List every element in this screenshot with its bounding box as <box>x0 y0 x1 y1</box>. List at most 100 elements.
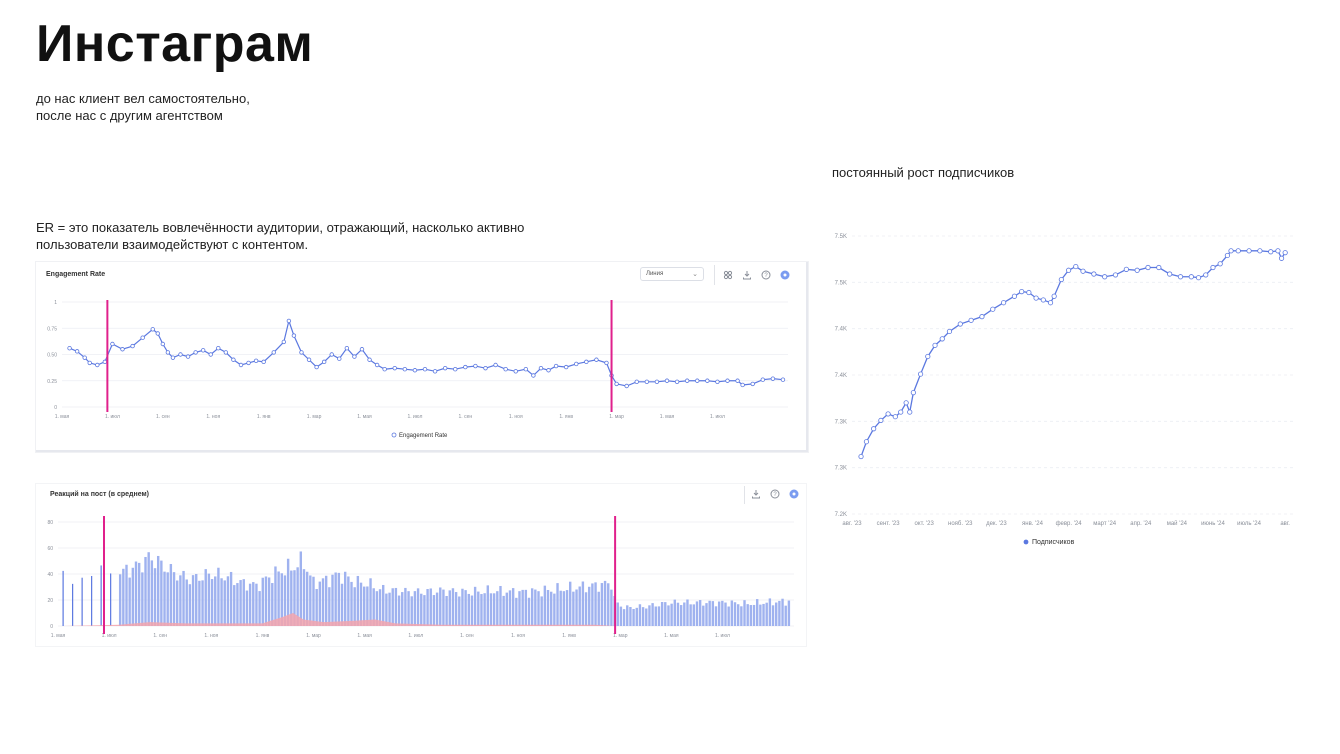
reaction-bar <box>496 591 499 626</box>
reaction-bar <box>607 583 610 626</box>
subscribers-point <box>932 342 938 348</box>
engagement-rate-point <box>82 355 87 360</box>
reaction-bar <box>388 592 391 626</box>
y-tick-label: 0 <box>50 624 53 630</box>
help-icon[interactable]: ? <box>769 488 780 499</box>
engagement-rate-point <box>770 376 776 381</box>
subscribers-point <box>907 409 913 415</box>
engagement-rate-point <box>306 357 312 362</box>
reaction-bar <box>740 606 743 626</box>
engagement-rate-point <box>493 362 498 368</box>
subscribers-point <box>1167 271 1173 277</box>
reaction-bar <box>461 588 464 626</box>
reaction-bar <box>397 595 401 626</box>
engagement-rate-point <box>102 359 108 365</box>
engagement-rate-point <box>644 379 650 384</box>
engagement-rate-point <box>780 377 786 382</box>
reaction-bar <box>141 572 144 626</box>
engagement-rate-point <box>231 357 236 362</box>
reaction-bar <box>588 586 591 626</box>
page-title: Инстаграм <box>36 15 314 73</box>
reaction-bar <box>651 603 654 626</box>
reaction-bar <box>166 572 169 626</box>
engagement-rate-point <box>546 368 551 373</box>
engagement-rate-point <box>750 381 755 387</box>
settings-icon[interactable] <box>788 488 799 499</box>
x-tick-label: 1. ноя <box>511 633 525 639</box>
reaction-bar <box>207 573 211 626</box>
engagement-rate-point <box>382 366 387 372</box>
engagement-rate-point <box>155 331 160 336</box>
reaction-bar <box>534 589 537 626</box>
x-tick-label: март '24 <box>1093 521 1117 527</box>
reaction-bar <box>137 562 141 626</box>
engagement-rate-point <box>531 373 536 378</box>
reaction-bar <box>429 588 432 626</box>
x-tick-label: 1. янв <box>559 414 573 420</box>
reaction-bar <box>372 588 375 626</box>
reaction-bar <box>160 560 163 626</box>
reaction-bar <box>255 583 258 626</box>
reaction-bar <box>492 593 496 626</box>
reaction-bar <box>616 602 619 626</box>
er-definition: ER = это показатель вовлечённости аудито… <box>36 219 556 253</box>
x-tick-label: 1. мая <box>51 633 66 639</box>
reaction-bar <box>562 591 566 626</box>
reaction-bar <box>537 591 540 626</box>
reaction-bar <box>470 595 474 626</box>
reaction-bar <box>632 609 635 626</box>
reaction-bar <box>622 609 626 626</box>
compare-icon[interactable] <box>722 269 733 280</box>
y-tick-label: 7.2K <box>835 512 847 518</box>
reaction-bar <box>128 577 131 626</box>
reaction-bar <box>483 593 486 626</box>
engagement-rate-point <box>513 369 518 374</box>
reaction-bar <box>781 598 784 626</box>
subscribers-point <box>1065 267 1072 273</box>
x-tick-label: 1. янв <box>256 633 270 639</box>
subscribers-point <box>957 321 963 327</box>
reaction-bar <box>480 594 483 626</box>
engagement-rate-point <box>165 350 171 355</box>
x-tick-label: 1. мар <box>609 414 624 420</box>
reaction-bar <box>556 583 559 626</box>
y-tick-label: 0 <box>54 405 57 411</box>
reaction-bar <box>546 589 550 626</box>
reaction-bar <box>565 590 569 626</box>
reaction-bar <box>581 581 585 626</box>
reaction-bar <box>359 582 363 626</box>
download-icon[interactable] <box>750 488 761 499</box>
reaction-bar <box>312 576 315 626</box>
reaction-bar <box>382 584 385 626</box>
x-tick-label: 1. мая <box>664 633 679 639</box>
subscribers-point <box>939 336 945 342</box>
reaction-bar <box>229 571 233 626</box>
reaction-bar <box>502 595 505 626</box>
engagement-rate-point <box>574 361 579 367</box>
x-tick-label: 1. мар <box>307 414 322 420</box>
engagement-rate-point <box>392 365 397 371</box>
help-icon[interactable]: ? <box>760 269 771 280</box>
subscribers-point <box>898 409 904 415</box>
engagement-rate-point <box>483 365 488 371</box>
reaction-bar <box>283 575 287 626</box>
reaction-bar <box>147 552 150 626</box>
reaction-bar <box>787 600 791 626</box>
reaction-bar <box>762 603 765 626</box>
reaction-bar <box>515 597 518 626</box>
reaction-bar <box>131 567 135 626</box>
reaction-bar <box>619 606 623 626</box>
reaction-bar <box>179 575 182 626</box>
settings-icon[interactable] <box>779 269 790 280</box>
reaction-bar <box>610 589 613 626</box>
subscribers-point <box>1134 267 1140 273</box>
growth-caption: постоянный рост подписчиков <box>832 165 1015 180</box>
engagement-rate-point <box>216 345 221 351</box>
subscribers-point <box>1058 276 1064 283</box>
download-icon[interactable] <box>741 269 752 280</box>
chart-type-dropdown[interactable]: Линия ⌄ <box>640 267 704 281</box>
subtitle-line-1: до нас клиент вел самостоятельно, <box>36 91 250 106</box>
subscribers-point <box>863 439 870 445</box>
page-subtitle: до нас клиент вел самостоятельно, после … <box>36 90 250 124</box>
reaction-bar <box>391 588 394 626</box>
